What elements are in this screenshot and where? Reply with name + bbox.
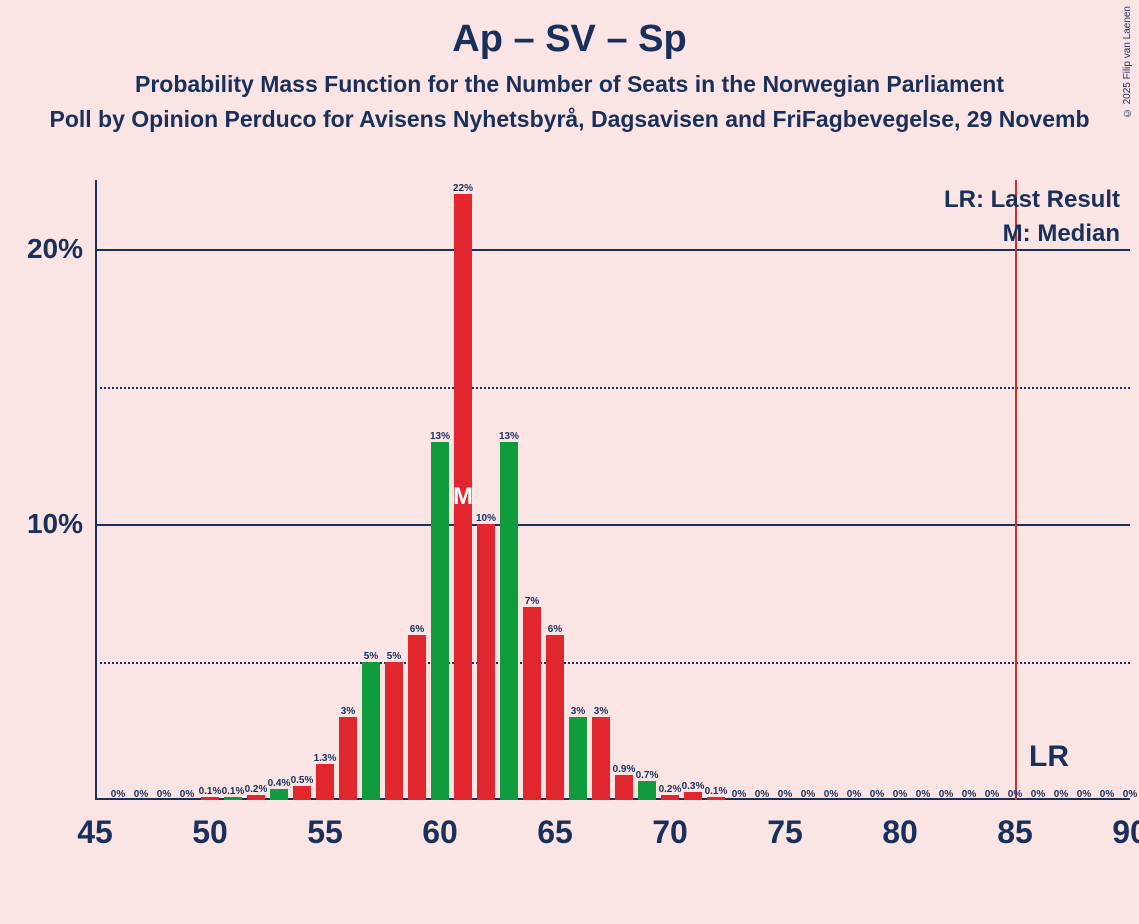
bar: 1.3% xyxy=(316,764,334,800)
bar-label: 0.1% xyxy=(222,786,245,797)
bar-label: 0% xyxy=(134,789,148,800)
bar-label: 0% xyxy=(1100,789,1114,800)
bar: 13% xyxy=(431,442,449,800)
chart-title: Ap – SV – Sp xyxy=(0,0,1139,61)
bar-label: 0% xyxy=(755,789,769,800)
bar-label: 0.9% xyxy=(613,764,636,775)
bar-label: 0% xyxy=(962,789,976,800)
bar-label: 13% xyxy=(499,431,519,442)
grid-major xyxy=(95,524,1130,526)
bar-label: 13% xyxy=(430,431,450,442)
plot-area: 10%20%45505560657075808590LRLR: Last Res… xyxy=(95,180,1130,800)
y-tick-label: 10% xyxy=(27,508,83,540)
bar-label: 3% xyxy=(571,706,585,717)
bar: 0.9% xyxy=(615,775,633,800)
x-tick-label: 45 xyxy=(77,814,113,851)
x-tick-label: 50 xyxy=(192,814,228,851)
bar-label: 0% xyxy=(916,789,930,800)
bar-label: 0.1% xyxy=(199,786,222,797)
bar: 0.4% xyxy=(270,789,288,800)
bar: 0.5% xyxy=(293,786,311,800)
bar-label: 0.4% xyxy=(268,778,291,789)
bar-label: 0% xyxy=(1054,789,1068,800)
bar-label: 0% xyxy=(778,789,792,800)
bar: 13% xyxy=(500,442,518,800)
bar-label: 1.3% xyxy=(314,753,337,764)
bar-label: 0% xyxy=(801,789,815,800)
bar-label: 0% xyxy=(1008,789,1022,800)
bar-label: 10% xyxy=(476,513,496,524)
x-tick-label: 90 xyxy=(1112,814,1139,851)
bar-label: 0% xyxy=(1077,789,1091,800)
bar: 7% xyxy=(523,607,541,800)
bar-label: 0.2% xyxy=(659,784,682,795)
bar-label: 0.2% xyxy=(245,784,268,795)
median-mark: M xyxy=(453,483,473,511)
chart-titles: Ap – SV – Sp Probability Mass Function fo… xyxy=(0,0,1139,133)
legend-m: M: Median xyxy=(1003,220,1120,248)
lr-line xyxy=(1015,180,1017,800)
bar-label: 0% xyxy=(111,789,125,800)
bar-label: 0% xyxy=(939,789,953,800)
bar: 0.1% xyxy=(707,797,725,800)
bar-label: 0% xyxy=(157,789,171,800)
bar-label: 0.5% xyxy=(291,775,314,786)
grid-minor xyxy=(95,662,1130,664)
bar-label: 3% xyxy=(594,706,608,717)
x-tick-label: 70 xyxy=(652,814,688,851)
bar: 0.3% xyxy=(684,792,702,800)
bar: 0.1% xyxy=(201,797,219,800)
bar-label: 0% xyxy=(732,789,746,800)
bar-label: 0% xyxy=(1031,789,1045,800)
bar: 6% xyxy=(546,635,564,800)
grid-minor xyxy=(95,387,1130,389)
x-tick-label: 65 xyxy=(537,814,573,851)
bar: 0.2% xyxy=(247,795,265,801)
x-tick-label: 80 xyxy=(882,814,918,851)
bar: 3% xyxy=(339,717,357,800)
lr-axis-label: LR xyxy=(1029,740,1069,774)
pmf-chart: 10%20%45505560657075808590LRLR: Last Res… xyxy=(95,180,1130,800)
bar-label: 0.7% xyxy=(636,770,659,781)
bar-label: 0% xyxy=(870,789,884,800)
x-tick-label: 60 xyxy=(422,814,458,851)
bar: 3% xyxy=(592,717,610,800)
bar-label: 0% xyxy=(893,789,907,800)
bar: 6% xyxy=(408,635,426,800)
y-tick-label: 20% xyxy=(27,233,83,265)
bar: 0.2% xyxy=(661,795,679,801)
bar-label: 0.1% xyxy=(705,786,728,797)
bar-label: 0% xyxy=(847,789,861,800)
bar-label: 0% xyxy=(180,789,194,800)
bar: 3% xyxy=(569,717,587,800)
y-axis xyxy=(95,180,97,800)
bar-label: 0.3% xyxy=(682,781,705,792)
chart-subtitle-2: Poll by Opinion Perduco for Avisens Nyhe… xyxy=(0,106,1139,133)
x-tick-label: 85 xyxy=(997,814,1033,851)
x-tick-label: 75 xyxy=(767,814,803,851)
bar-label: 5% xyxy=(387,651,401,662)
legend-lr: LR: Last Result xyxy=(944,186,1120,214)
bar: 10% xyxy=(477,524,495,800)
bar: 0.7% xyxy=(638,781,656,800)
bar-label: 5% xyxy=(364,651,378,662)
bar-label: 3% xyxy=(341,706,355,717)
bar-label: 0% xyxy=(1123,789,1137,800)
chart-subtitle-1: Probability Mass Function for the Number… xyxy=(0,71,1139,98)
bar: 5% xyxy=(385,662,403,800)
grid-major xyxy=(95,249,1130,251)
copyright-text: © 2025 Filip van Laenen xyxy=(1122,6,1133,118)
bar-label: 6% xyxy=(410,624,424,635)
x-tick-label: 55 xyxy=(307,814,343,851)
bar-label: 6% xyxy=(548,624,562,635)
bar-label: 0% xyxy=(824,789,838,800)
bar: 5% xyxy=(362,662,380,800)
bar-label: 0% xyxy=(985,789,999,800)
bar: 0.1% xyxy=(224,797,242,800)
bar-label: 7% xyxy=(525,596,539,607)
bar-label: 22% xyxy=(453,183,473,194)
